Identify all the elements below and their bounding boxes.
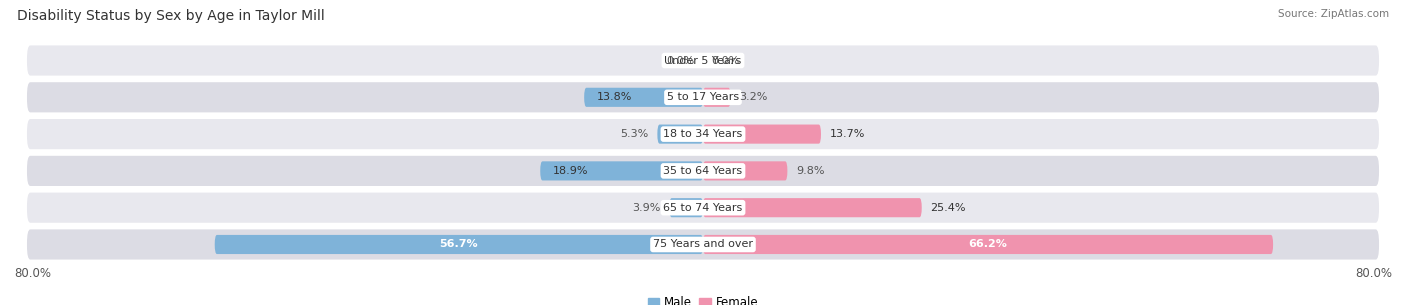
Text: 56.7%: 56.7% xyxy=(440,239,478,249)
Text: Source: ZipAtlas.com: Source: ZipAtlas.com xyxy=(1278,9,1389,19)
Text: 5.3%: 5.3% xyxy=(620,129,648,139)
Text: 66.2%: 66.2% xyxy=(969,239,1008,249)
FancyBboxPatch shape xyxy=(658,124,703,144)
FancyBboxPatch shape xyxy=(703,198,922,217)
Text: 65 to 74 Years: 65 to 74 Years xyxy=(664,203,742,213)
FancyBboxPatch shape xyxy=(703,88,731,107)
Text: 25.4%: 25.4% xyxy=(931,203,966,213)
FancyBboxPatch shape xyxy=(703,124,821,144)
Text: 75 Years and over: 75 Years and over xyxy=(652,239,754,249)
Text: 9.8%: 9.8% xyxy=(796,166,824,176)
FancyBboxPatch shape xyxy=(27,229,1379,260)
FancyBboxPatch shape xyxy=(27,82,1379,113)
Text: 80.0%: 80.0% xyxy=(1355,267,1392,280)
Text: 0.0%: 0.0% xyxy=(666,56,695,66)
FancyBboxPatch shape xyxy=(27,119,1379,149)
Text: 0.0%: 0.0% xyxy=(711,56,740,66)
Text: 13.8%: 13.8% xyxy=(598,92,633,102)
FancyBboxPatch shape xyxy=(540,161,703,181)
FancyBboxPatch shape xyxy=(703,235,1272,254)
Text: 5 to 17 Years: 5 to 17 Years xyxy=(666,92,740,102)
FancyBboxPatch shape xyxy=(27,45,1379,76)
Legend: Male, Female: Male, Female xyxy=(643,291,763,305)
FancyBboxPatch shape xyxy=(703,161,787,181)
FancyBboxPatch shape xyxy=(27,156,1379,186)
Text: 18 to 34 Years: 18 to 34 Years xyxy=(664,129,742,139)
Text: 3.2%: 3.2% xyxy=(740,92,768,102)
Text: Disability Status by Sex by Age in Taylor Mill: Disability Status by Sex by Age in Taylo… xyxy=(17,9,325,23)
FancyBboxPatch shape xyxy=(583,88,703,107)
Text: 35 to 64 Years: 35 to 64 Years xyxy=(664,166,742,176)
Text: 3.9%: 3.9% xyxy=(633,203,661,213)
Text: 13.7%: 13.7% xyxy=(830,129,865,139)
FancyBboxPatch shape xyxy=(669,198,703,217)
Text: 18.9%: 18.9% xyxy=(553,166,589,176)
Text: Under 5 Years: Under 5 Years xyxy=(665,56,741,66)
FancyBboxPatch shape xyxy=(27,192,1379,223)
FancyBboxPatch shape xyxy=(215,235,703,254)
Text: 80.0%: 80.0% xyxy=(14,267,51,280)
